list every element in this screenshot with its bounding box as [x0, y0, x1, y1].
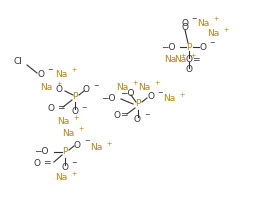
Text: −: −	[157, 90, 162, 96]
Text: O: O	[34, 159, 41, 167]
Text: +: +	[56, 81, 62, 87]
Text: O: O	[48, 103, 55, 112]
Text: Na: Na	[138, 83, 150, 91]
Text: =: =	[57, 103, 64, 112]
Text: P: P	[72, 93, 77, 101]
Text: O: O	[74, 140, 81, 149]
Text: +: +	[106, 141, 112, 147]
Text: −: −	[144, 112, 150, 118]
Text: O: O	[37, 70, 44, 78]
Text: Cl: Cl	[14, 58, 23, 66]
Text: +: +	[73, 115, 79, 121]
Text: O: O	[185, 66, 192, 74]
Text: P: P	[186, 43, 191, 52]
Text: Na: Na	[90, 143, 102, 153]
Text: +: +	[179, 92, 184, 98]
Text: Na: Na	[40, 83, 52, 93]
Text: =: =	[192, 56, 199, 64]
Text: +: +	[180, 53, 185, 59]
Text: Na: Na	[55, 70, 67, 78]
Text: +: +	[78, 126, 84, 132]
Text: P: P	[135, 99, 140, 109]
Text: O: O	[199, 43, 206, 52]
Text: Na: Na	[62, 128, 74, 138]
Text: O: O	[181, 23, 188, 33]
Text: Na: Na	[207, 29, 219, 39]
Text: −: −	[209, 40, 215, 46]
Text: O: O	[147, 93, 154, 101]
Text: −O: −O	[120, 89, 134, 97]
Text: Na: Na	[55, 173, 67, 182]
Text: Na: Na	[116, 83, 128, 91]
Text: +: +	[190, 53, 195, 59]
Text: −: −	[191, 16, 196, 22]
Text: O: O	[181, 19, 188, 27]
Text: O: O	[83, 85, 90, 95]
Text: O: O	[71, 107, 78, 116]
Text: =: =	[43, 159, 51, 167]
Text: O: O	[134, 114, 141, 124]
Text: +: +	[213, 16, 219, 22]
Text: O: O	[185, 56, 192, 64]
Text: Na: Na	[197, 19, 209, 27]
Text: −: −	[81, 105, 86, 111]
Text: +: +	[71, 171, 77, 177]
Text: −O: −O	[101, 95, 116, 103]
Text: +: +	[154, 80, 160, 86]
Text: Na: Na	[164, 56, 176, 64]
Text: +: +	[71, 67, 77, 73]
Text: −O: −O	[161, 43, 176, 52]
Text: Na: Na	[163, 95, 175, 103]
Text: +: +	[132, 80, 138, 86]
Text: O: O	[56, 85, 63, 95]
Text: Na: Na	[57, 118, 69, 126]
Text: O: O	[113, 111, 120, 120]
Text: −: −	[47, 67, 52, 73]
Text: Na: Na	[174, 56, 186, 64]
Text: −: −	[71, 160, 77, 166]
Text: +: +	[223, 27, 228, 33]
Text: −: −	[84, 138, 90, 144]
Text: −O: −O	[34, 147, 48, 157]
Text: −: −	[93, 83, 99, 89]
Text: O: O	[61, 163, 68, 171]
Text: =: =	[120, 111, 128, 120]
Text: P: P	[62, 147, 67, 157]
